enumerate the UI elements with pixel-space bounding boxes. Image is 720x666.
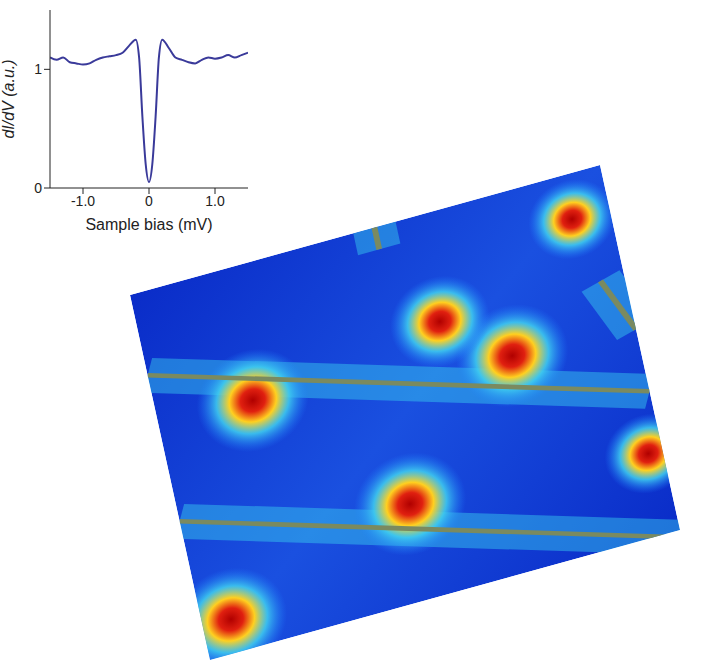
svg-text:1: 1 <box>34 61 42 77</box>
svg-text:Sample bias (mV): Sample bias (mV) <box>85 216 212 233</box>
svg-text:1.0: 1.0 <box>205 193 225 209</box>
svg-text:dI/dV (a.u.): dI/dV (a.u.) <box>0 59 17 138</box>
svg-text:0: 0 <box>34 180 42 196</box>
svg-text:0: 0 <box>145 193 153 209</box>
svg-text:-1.0: -1.0 <box>71 193 95 209</box>
